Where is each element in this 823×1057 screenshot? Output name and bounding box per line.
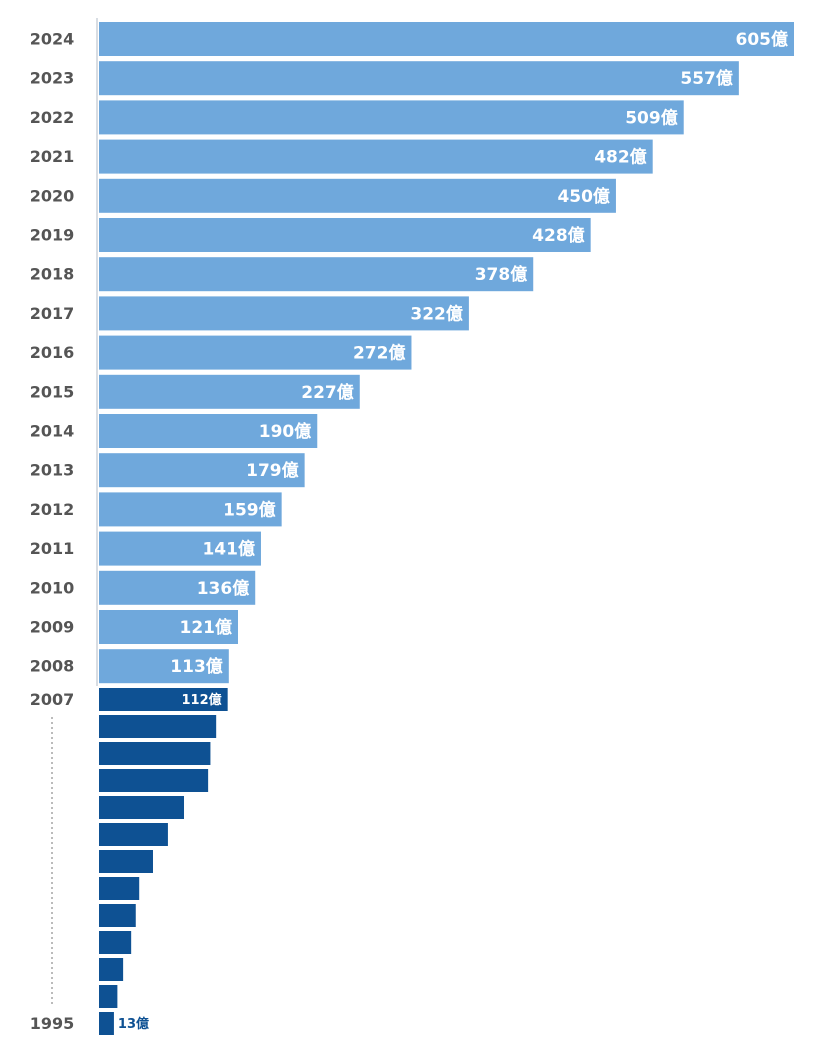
y-tick-label: 2018 <box>30 265 75 284</box>
bar <box>99 715 217 738</box>
bar <box>99 610 238 644</box>
y-tick-label: 2009 <box>30 618 75 637</box>
bar <box>99 453 305 488</box>
y-tick-label: 2015 <box>30 382 75 401</box>
bar <box>99 570 256 605</box>
bar <box>99 531 261 566</box>
value-label: 557億 <box>680 68 733 89</box>
bar <box>99 22 794 56</box>
value-label: 141億 <box>202 539 255 560</box>
bar <box>99 335 412 370</box>
y-tick-label: 2022 <box>30 108 75 127</box>
bar <box>99 877 140 900</box>
value-label: 190億 <box>259 421 312 442</box>
bar <box>99 1012 114 1035</box>
y-tick-label: 2011 <box>30 539 75 558</box>
bar <box>99 649 229 684</box>
y-tick-label: 2010 <box>30 578 75 597</box>
bar <box>99 688 228 711</box>
bar <box>99 374 360 409</box>
y-tick-label: 2007 <box>30 690 75 709</box>
value-label: 112億 <box>182 692 222 708</box>
bar <box>99 257 534 292</box>
bar <box>99 769 209 792</box>
value-label: 450億 <box>557 186 610 207</box>
y-tick-label: 2019 <box>30 226 75 245</box>
bar <box>99 178 616 213</box>
bar <box>99 742 211 765</box>
y-tick-label: 2014 <box>30 422 75 441</box>
bar <box>99 218 591 252</box>
bar <box>99 139 653 174</box>
value-label: 272億 <box>353 343 406 364</box>
value-label: 428億 <box>532 225 585 246</box>
y-tick-label: 2008 <box>30 657 75 676</box>
bar <box>99 414 318 448</box>
y-tick-label: 2024 <box>30 30 75 49</box>
value-label: 605億 <box>736 29 789 50</box>
value-label: 227億 <box>301 382 354 403</box>
value-label: 13億 <box>118 1016 149 1032</box>
bar <box>99 492 282 527</box>
y-tick-label: 2021 <box>30 147 75 166</box>
y-tick-label: 2016 <box>30 343 75 362</box>
y-tick-label: 2023 <box>30 69 75 88</box>
value-label: 179億 <box>246 460 299 481</box>
bar <box>99 850 153 873</box>
y-tick-label: 2020 <box>30 186 75 205</box>
value-label: 482億 <box>594 147 647 168</box>
bar <box>99 931 132 954</box>
bar <box>99 823 168 846</box>
bar <box>99 61 739 96</box>
y-tick-label: 2013 <box>30 461 75 480</box>
bar <box>99 296 469 331</box>
value-label: 322億 <box>410 303 463 324</box>
bar <box>99 796 185 819</box>
bar <box>99 985 118 1008</box>
bar <box>99 100 684 135</box>
bar <box>99 958 124 981</box>
value-label: 509億 <box>625 107 678 128</box>
value-label: 378億 <box>475 264 528 285</box>
bar <box>99 904 136 927</box>
value-label: 121億 <box>180 617 233 638</box>
value-label: 136億 <box>197 578 250 599</box>
y-tick-label: 2017 <box>30 304 75 323</box>
y-tick-label: 1995 <box>30 1014 75 1033</box>
value-label: 159億 <box>223 499 276 520</box>
value-label: 113億 <box>170 656 223 677</box>
y-tick-label: 2012 <box>30 500 75 519</box>
